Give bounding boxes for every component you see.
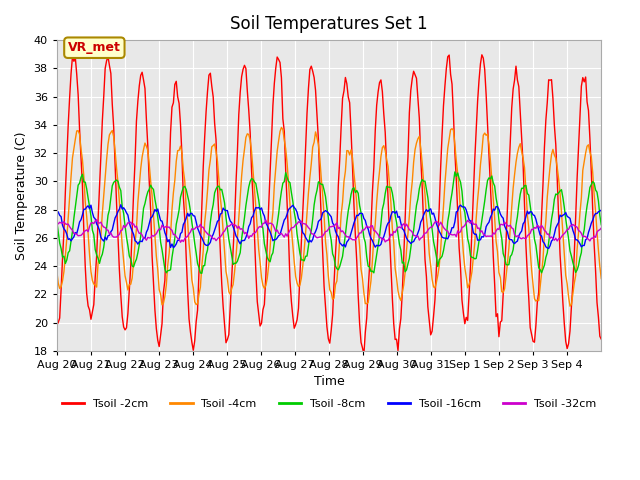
Tsoil -4cm	[524, 212, 531, 217]
Tsoil -32cm	[444, 228, 452, 234]
Tsoil -4cm	[566, 303, 574, 309]
Legend: Tsoil -2cm, Tsoil -4cm, Tsoil -8cm, Tsoil -16cm, Tsoil -32cm: Tsoil -2cm, Tsoil -4cm, Tsoil -8cm, Tsoi…	[58, 395, 601, 414]
Text: VR_met: VR_met	[68, 41, 121, 54]
Tsoil -8cm	[335, 267, 342, 273]
Line: Tsoil -8cm: Tsoil -8cm	[57, 172, 601, 273]
Tsoil -16cm	[524, 208, 531, 214]
Line: Tsoil -2cm: Tsoil -2cm	[57, 55, 601, 354]
Tsoil -32cm	[93, 217, 100, 223]
Tsoil -8cm	[198, 270, 205, 276]
Tsoil -4cm	[335, 260, 342, 265]
Tsoil -2cm	[525, 296, 532, 301]
Tsoil -4cm	[596, 264, 604, 270]
Tsoil -2cm	[596, 334, 604, 339]
Tsoil -16cm	[545, 246, 552, 252]
Tsoil -16cm	[596, 208, 604, 214]
Tsoil -32cm	[525, 232, 532, 238]
Tsoil -2cm	[442, 66, 450, 72]
Line: Tsoil -32cm: Tsoil -32cm	[57, 220, 601, 242]
Tsoil -16cm	[88, 210, 96, 216]
Tsoil -4cm	[88, 277, 96, 283]
Y-axis label: Soil Temperature (C): Soil Temperature (C)	[15, 131, 28, 260]
X-axis label: Time: Time	[314, 375, 344, 388]
Tsoil -2cm	[72, 55, 79, 60]
Tsoil -16cm	[597, 207, 605, 213]
Line: Tsoil -4cm: Tsoil -4cm	[57, 127, 601, 306]
Tsoil -16cm	[72, 229, 79, 235]
Tsoil -8cm	[88, 228, 96, 233]
Tsoil -16cm	[442, 236, 450, 241]
Tsoil -32cm	[72, 231, 79, 237]
Tsoil -2cm	[597, 336, 605, 342]
Tsoil -16cm	[117, 202, 125, 208]
Tsoil -2cm	[53, 322, 61, 328]
Tsoil -2cm	[360, 351, 368, 357]
Tsoil -16cm	[53, 208, 61, 214]
Tsoil -32cm	[177, 240, 184, 245]
Tsoil -32cm	[336, 225, 344, 230]
Tsoil -8cm	[72, 204, 79, 210]
Line: Tsoil -16cm: Tsoil -16cm	[57, 205, 601, 249]
Tsoil -4cm	[442, 163, 450, 169]
Tsoil -32cm	[53, 221, 61, 227]
Tsoil -8cm	[53, 218, 61, 224]
Tsoil -8cm	[596, 213, 604, 218]
Tsoil -4cm	[597, 276, 605, 281]
Tsoil -2cm	[333, 227, 340, 233]
Tsoil -8cm	[451, 169, 459, 175]
Tsoil -16cm	[335, 234, 342, 240]
Tsoil -4cm	[53, 268, 61, 274]
Tsoil -4cm	[278, 124, 285, 130]
Tsoil -8cm	[597, 222, 605, 228]
Title: Soil Temperatures Set 1: Soil Temperatures Set 1	[230, 15, 428, 33]
Tsoil -32cm	[88, 220, 96, 226]
Tsoil -2cm	[88, 309, 96, 315]
Tsoil -8cm	[525, 192, 532, 198]
Tsoil -2cm	[478, 52, 486, 58]
Tsoil -8cm	[442, 234, 450, 240]
Tsoil -32cm	[596, 227, 604, 233]
Tsoil -4cm	[72, 136, 79, 142]
Tsoil -32cm	[597, 225, 605, 231]
